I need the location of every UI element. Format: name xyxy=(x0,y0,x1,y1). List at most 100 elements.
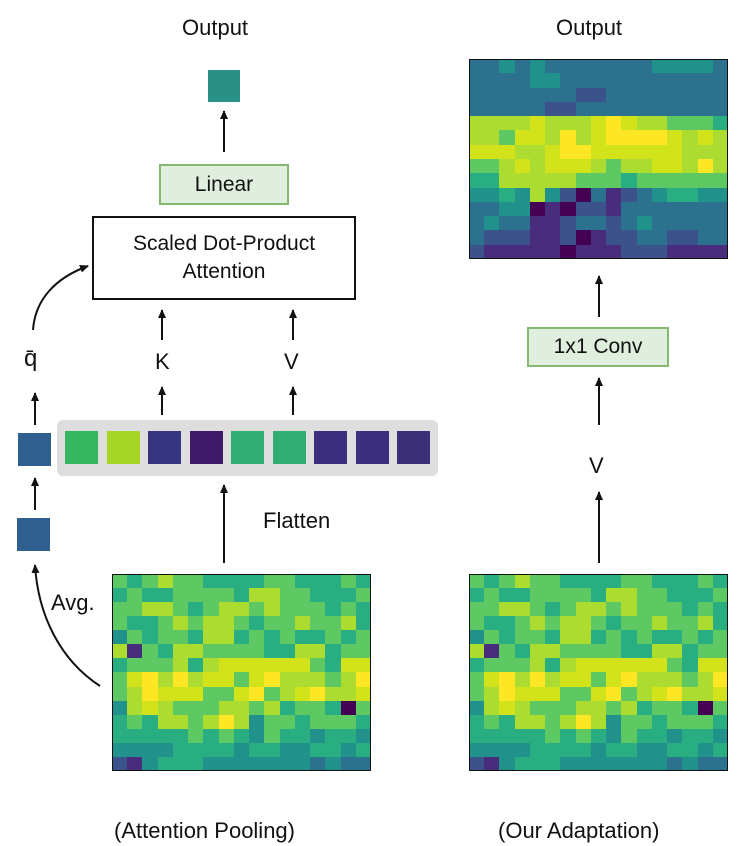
heatmap-cell xyxy=(279,700,295,715)
heatmap-cell xyxy=(651,173,668,188)
heatmap-cell xyxy=(127,686,143,701)
heatmap-cell xyxy=(712,616,728,631)
heatmap-cell xyxy=(697,658,713,673)
heatmap-cell xyxy=(218,616,234,631)
heatmap-cell xyxy=(218,700,234,715)
flattened-token xyxy=(148,431,181,464)
heatmap-cell xyxy=(560,574,576,589)
heatmap-cell xyxy=(712,630,728,645)
heatmap-cell xyxy=(545,602,561,617)
heatmap-cell xyxy=(249,728,265,743)
heatmap-cell xyxy=(279,672,295,687)
heatmap-cell xyxy=(560,101,576,117)
heatmap-cell xyxy=(127,700,143,715)
heatmap-cell xyxy=(697,672,713,687)
heatmap-cell xyxy=(529,216,546,231)
heatmap-cell xyxy=(621,201,637,217)
heatmap-cell xyxy=(325,742,341,757)
heatmap-cell xyxy=(590,602,607,617)
heatmap-cell xyxy=(172,672,189,687)
heatmap-cell xyxy=(575,602,591,617)
heatmap-cell xyxy=(621,574,637,589)
heatmap-cell xyxy=(682,700,698,715)
heatmap-cell xyxy=(264,574,280,589)
heatmap-cell xyxy=(172,658,189,673)
heatmap-cell xyxy=(651,602,668,617)
heatmap-cell xyxy=(499,216,515,231)
heatmap-cell xyxy=(499,87,515,102)
heatmap-cell xyxy=(340,728,356,743)
heatmap-cell xyxy=(514,201,530,217)
heatmap-cell xyxy=(264,700,280,715)
heatmap-cell xyxy=(667,602,683,617)
heatmap-cell xyxy=(157,644,173,659)
heatmap-cell xyxy=(697,216,713,231)
heatmap-cell xyxy=(294,658,311,673)
heatmap-cell xyxy=(484,756,500,771)
heatmap-cell xyxy=(697,728,713,743)
heatmap-cell xyxy=(499,101,515,117)
heatmap-cell xyxy=(636,244,652,259)
heatmap-cell xyxy=(575,714,591,729)
heatmap-cell xyxy=(529,116,546,131)
k-label: K xyxy=(155,349,170,374)
heatmap-cell xyxy=(590,101,607,117)
heatmap-cell xyxy=(514,644,530,659)
conv-label: 1x1 Conv xyxy=(553,335,643,358)
heatmap-cell xyxy=(514,616,530,631)
heatmap-cell xyxy=(636,73,652,88)
heatmap-cell xyxy=(651,230,668,245)
heatmap-cell xyxy=(545,201,561,217)
heatmap-cell xyxy=(621,130,637,145)
heatmap-cell xyxy=(484,101,500,117)
heatmap-cell xyxy=(127,728,143,743)
heatmap-cell xyxy=(203,672,219,687)
heatmap-cell xyxy=(127,602,143,617)
heatmap-cell xyxy=(651,672,668,687)
heatmap-cell xyxy=(499,574,515,589)
heatmap-cell xyxy=(325,714,341,729)
right-v-label: V xyxy=(589,453,604,478)
heatmap-cell xyxy=(188,588,204,603)
heatmap-cell xyxy=(112,700,128,715)
heatmap-cell xyxy=(636,630,652,645)
heatmap-cell xyxy=(682,658,698,673)
heatmap-cell xyxy=(545,216,561,231)
heatmap-cell xyxy=(514,59,530,74)
heatmap-cell xyxy=(233,574,250,589)
heatmap-cell xyxy=(545,756,561,771)
heatmap-cell xyxy=(127,672,143,687)
heatmap-cell xyxy=(667,644,683,659)
heatmap-cell xyxy=(651,244,668,259)
heatmap-cell xyxy=(636,158,652,174)
heatmap-cell xyxy=(606,101,622,117)
heatmap-cell xyxy=(682,644,698,659)
heatmap-cell xyxy=(514,756,530,771)
heatmap-cell xyxy=(712,700,728,715)
heatmap-cell xyxy=(469,672,485,687)
heatmap-cell xyxy=(545,73,561,88)
conv-box: 1x1 Conv xyxy=(527,327,669,367)
heatmap-cell xyxy=(157,630,173,645)
heatmap-cell xyxy=(590,158,607,174)
heatmap-cell xyxy=(264,756,280,771)
heatmap-cell xyxy=(142,714,158,729)
heatmap-cell xyxy=(172,588,189,603)
heatmap-cell xyxy=(590,187,607,202)
heatmap-cell xyxy=(340,686,356,701)
heatmap-cell xyxy=(560,686,576,701)
heatmap-cell xyxy=(590,216,607,231)
v-label: V xyxy=(284,349,299,374)
heatmap-cell xyxy=(529,574,546,589)
heatmap-cell xyxy=(325,658,341,673)
heatmap-cell xyxy=(499,59,515,74)
heatmap-cell xyxy=(264,742,280,757)
heatmap-cell xyxy=(651,742,668,757)
heatmap-cell xyxy=(325,574,341,589)
heatmap-cell xyxy=(484,230,500,245)
heatmap-cell xyxy=(529,130,546,145)
heatmap-cell xyxy=(560,116,576,131)
heatmap-cell xyxy=(499,144,515,159)
heatmap-cell xyxy=(249,616,265,631)
heatmap-cell xyxy=(310,686,326,701)
